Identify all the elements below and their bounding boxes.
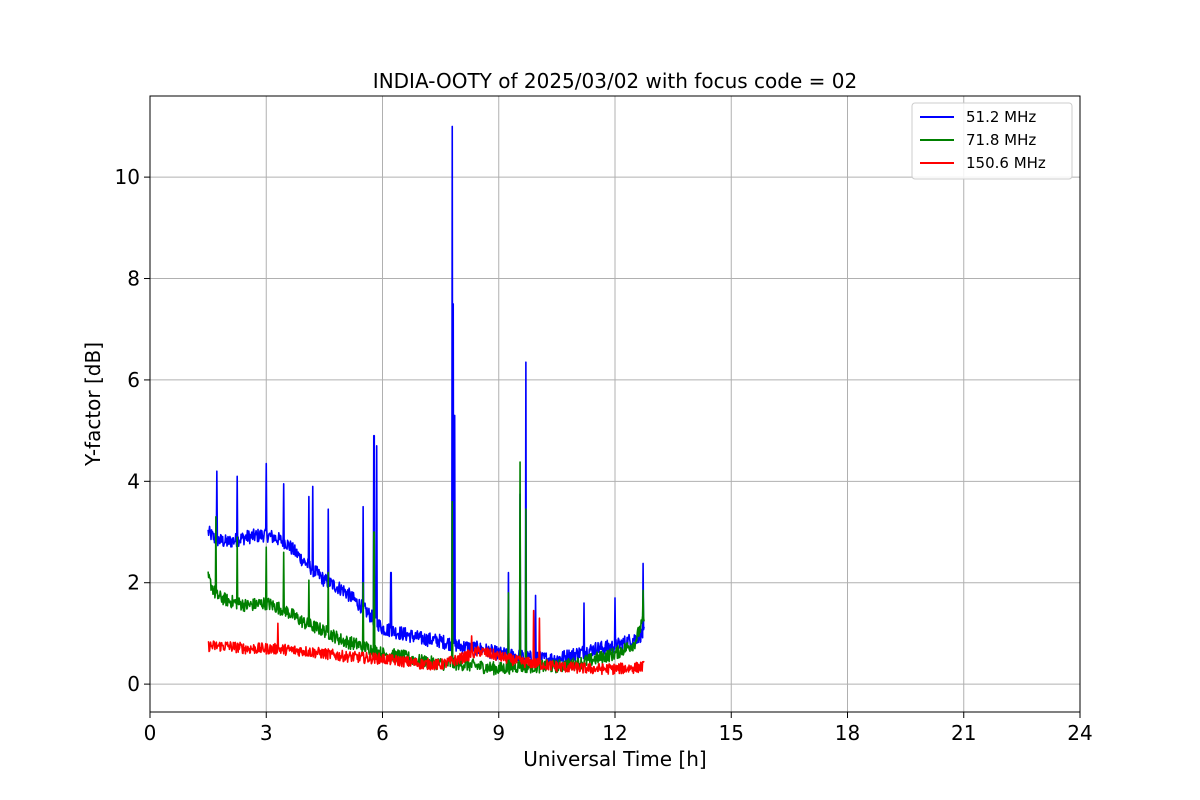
x-tick-label: 9 xyxy=(492,721,505,745)
series-line xyxy=(207,125,645,667)
x-tick-label: 6 xyxy=(376,721,389,745)
legend-label: 51.2 MHz xyxy=(966,108,1036,126)
y-tick-label: 0 xyxy=(127,672,140,696)
x-tick-label: 18 xyxy=(835,721,860,745)
legend-label: 150.6 MHz xyxy=(966,154,1046,172)
x-tick-label: 12 xyxy=(602,721,627,745)
legend: 51.2 MHz 71.8 MHz 150.6 MHz xyxy=(911,102,1073,180)
y-tick-label: 10 xyxy=(115,165,140,189)
y-tick-label: 8 xyxy=(127,267,140,291)
x-tick-label: 0 xyxy=(144,721,157,745)
chart-title: INDIA-OOTY of 2025/03/02 with focus code… xyxy=(373,69,857,93)
legend-label: 71.8 MHz xyxy=(966,131,1036,149)
y-axis-label: Y-factor [dB] xyxy=(81,342,105,467)
x-axis-label: Universal Time [h] xyxy=(523,747,706,771)
x-tick-label: 3 xyxy=(260,721,273,745)
series-layer xyxy=(207,125,645,676)
y-tick-label: 4 xyxy=(127,469,140,493)
x-tick-label: 21 xyxy=(951,721,976,745)
y-tick-label: 2 xyxy=(127,571,140,595)
y-tick-label: 6 xyxy=(127,368,140,392)
series-line xyxy=(207,609,645,676)
legend-frame xyxy=(911,102,1073,180)
x-tick-label: 24 xyxy=(1067,721,1092,745)
series-line xyxy=(207,461,645,676)
x-tick-label: 15 xyxy=(719,721,744,745)
